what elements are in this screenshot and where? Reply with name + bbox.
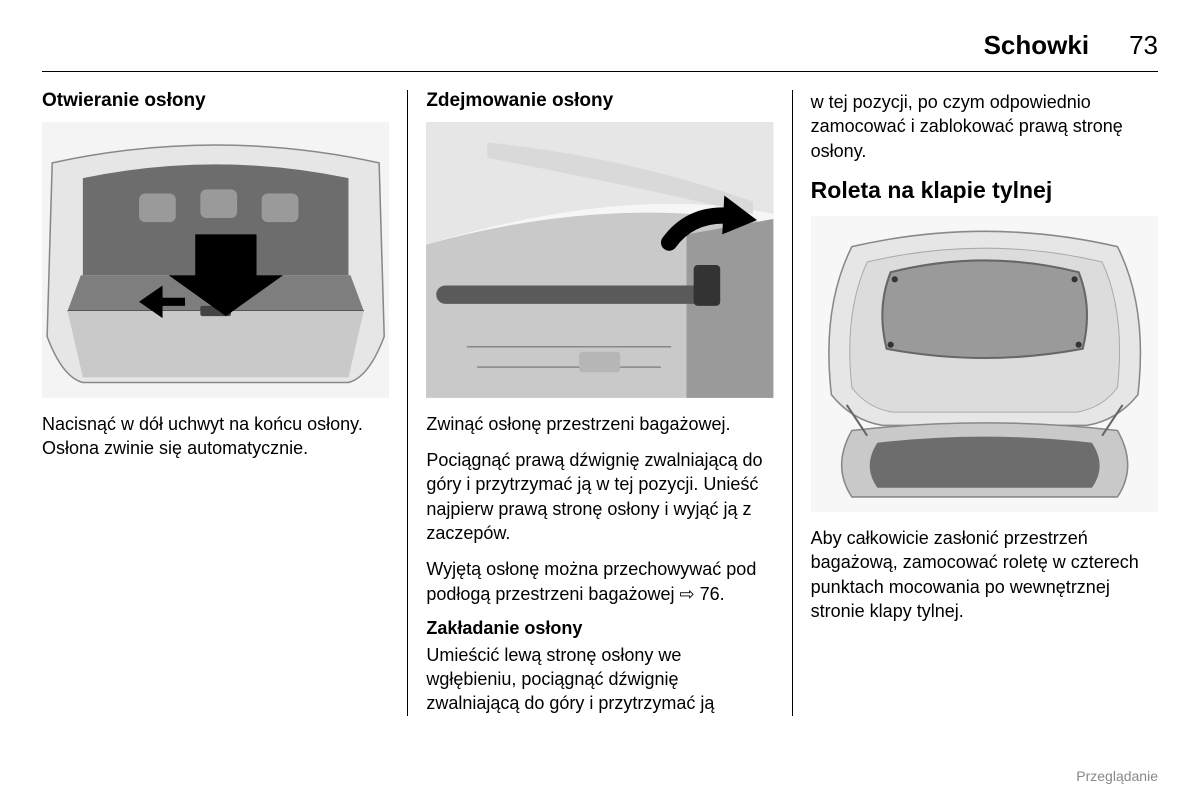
page: Schowki 73 Otwieranie osłony <box>0 0 1200 802</box>
page-number: 73 <box>1129 30 1158 61</box>
header-rule <box>42 71 1158 72</box>
chapter-title: Schowki <box>984 30 1089 61</box>
column-2: Zdejmowanie osłony <box>407 90 791 716</box>
footer-text: Przeglądanie <box>1076 768 1158 784</box>
col1-para1: Nacisnąć w dół uchwyt na końcu osłony. O… <box>42 412 389 461</box>
figure-cargo-cover-open <box>42 122 389 398</box>
col2-para4: Umieścić lewą stronę osłony we wgłębieni… <box>426 643 773 716</box>
cargo-cover-open-icon <box>42 122 389 398</box>
content-columns: Otwieranie osłony <box>42 90 1158 716</box>
page-header: Schowki 73 <box>42 30 1158 61</box>
col2-para3: Wyjętą osłonę można przechowywać pod pod… <box>426 557 773 606</box>
col3-para2: Aby całkowicie zasłonić przestrzeń bagaż… <box>811 526 1158 623</box>
col2-subheading2: Zakładanie osłony <box>426 618 773 639</box>
column-3: w tej pozycji, po czym odpowiednio zamoc… <box>792 90 1158 716</box>
col1-heading: Otwieranie osłony <box>42 90 389 112</box>
cargo-cover-remove-icon <box>426 122 773 398</box>
col2-para2: Pociągnąć prawą dźwignię zwalniającą do … <box>426 448 773 545</box>
column-1: Otwieranie osłony <box>42 90 407 716</box>
tailgate-blind-icon <box>811 216 1158 512</box>
figure-tailgate-blind <box>811 216 1158 512</box>
col2-para1: Zwinąć osłonę przestrzeni bagażowej. <box>426 412 773 436</box>
col2-crossref: ⇨ 76. <box>680 584 725 604</box>
col2-heading: Zdejmowanie osłony <box>426 90 773 112</box>
col3-para1: w tej pozycji, po czym odpowiednio zamoc… <box>811 90 1158 163</box>
col3-heading2: Roleta na klapie tylnej <box>811 177 1158 204</box>
figure-cargo-cover-remove <box>426 122 773 398</box>
